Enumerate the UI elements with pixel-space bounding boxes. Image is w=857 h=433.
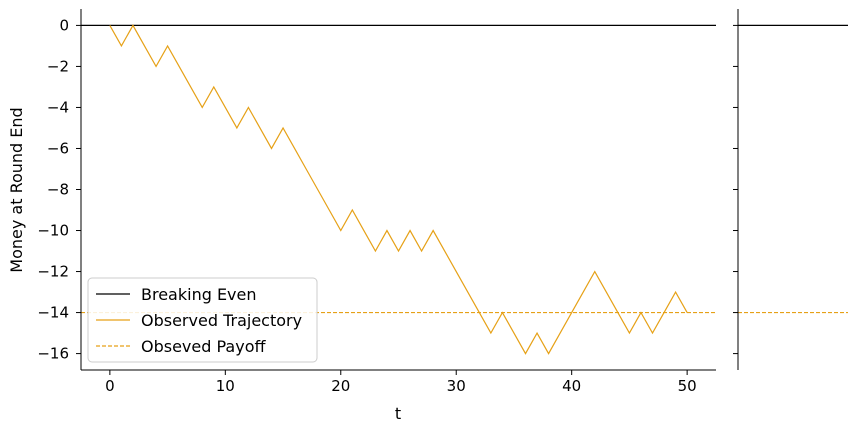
y-tick-label: −6: [47, 139, 69, 157]
legend: Breaking Even Observed Trajectory Obseved …: [87, 277, 318, 363]
y-tick-label: −16: [37, 345, 69, 363]
x-tick-label: 30: [447, 377, 466, 395]
x-tick-label: 10: [216, 377, 235, 395]
y-tick-label: −8: [47, 181, 69, 199]
legend-label: Breaking Even: [141, 285, 257, 304]
main-plot-area: 0 10 20 30 40 50 0 −2 −4 −6 −8 −10 −12 −14 −16: [37, 9, 716, 395]
y-tick-label: −4: [47, 98, 69, 116]
observed-trajectory-line: [109, 24, 688, 355]
legend-label: Observed Trajectory: [141, 311, 302, 330]
y-tick-label: −12: [37, 263, 69, 281]
y-axis-label: Money at Round End: [7, 107, 26, 272]
x-tick-label: 0: [105, 377, 115, 395]
legend-box: [87, 277, 318, 363]
x-tick-label: 20: [331, 377, 350, 395]
y-tick-label: −14: [37, 304, 69, 322]
x-axis-label: t: [395, 404, 401, 423]
legend-label: Obseved Payoff: [141, 337, 266, 356]
y-tick-label: −2: [47, 57, 69, 75]
y-tick-label: −10: [37, 222, 69, 240]
side-plot-area: [733, 9, 848, 370]
y-tick-label: 0: [59, 16, 69, 34]
x-tick-label: 50: [678, 377, 697, 395]
x-tick-label: 40: [562, 377, 581, 395]
